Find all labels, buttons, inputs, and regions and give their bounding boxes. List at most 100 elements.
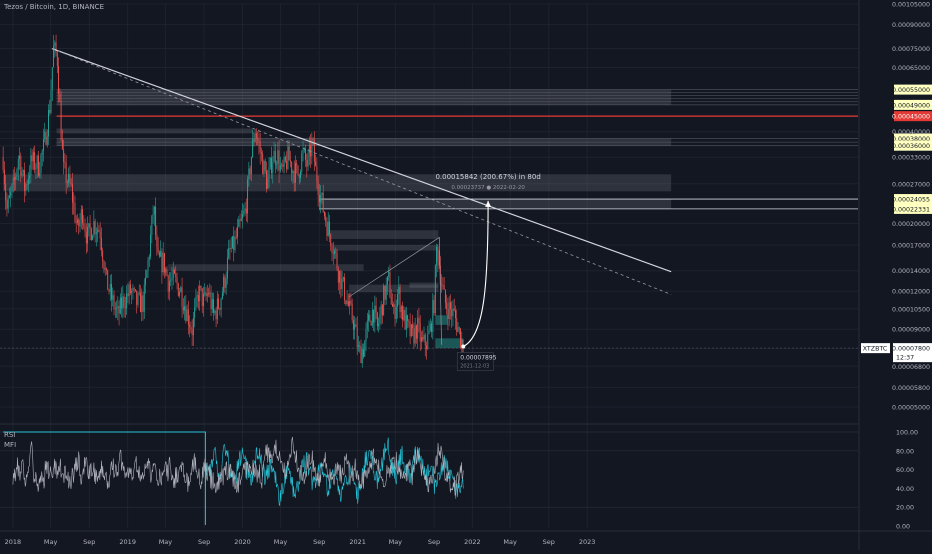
- candle: [427, 325, 429, 351]
- candle-body: [140, 292, 141, 313]
- candle-body: [358, 345, 359, 347]
- curve-arrow-head: [485, 200, 492, 207]
- candle: [44, 122, 46, 143]
- candle-body: [378, 323, 380, 327]
- candle-body: [345, 300, 347, 304]
- candle-body: [349, 300, 351, 306]
- candle-body: [170, 280, 172, 282]
- time-tick-label: May: [159, 538, 173, 546]
- candle: [132, 284, 134, 300]
- candle-body: [253, 139, 255, 142]
- candle: [194, 297, 196, 328]
- candle: [141, 288, 143, 322]
- time-tick-label: May: [389, 538, 403, 546]
- candle-body: [360, 346, 362, 364]
- candle-body: [457, 327, 459, 332]
- candle: [370, 320, 372, 326]
- candle: [31, 149, 33, 170]
- candle: [37, 151, 39, 178]
- projection-target-date: 0.00023737 ● 2022-02-20: [451, 185, 525, 191]
- candle: [151, 215, 153, 244]
- candle-body: [301, 153, 303, 172]
- candle-body: [108, 289, 110, 292]
- candle: [354, 316, 356, 340]
- candle-body: [166, 268, 168, 276]
- candle: [205, 287, 207, 301]
- candle: [325, 212, 327, 227]
- candle-body: [234, 236, 236, 251]
- candle: [87, 216, 89, 252]
- candle: [413, 322, 415, 349]
- candle: [443, 276, 445, 290]
- candle-body: [399, 286, 401, 312]
- gray-zone: [319, 198, 672, 210]
- candle: [113, 290, 115, 316]
- candle: [219, 307, 221, 316]
- candle-body: [213, 299, 215, 313]
- candle: [423, 326, 425, 343]
- candle-body: [458, 327, 460, 329]
- candle-body: [260, 152, 262, 154]
- candle-body: [174, 269, 175, 274]
- candle: [200, 285, 202, 292]
- candle: [190, 321, 192, 334]
- symbol-tag-bg: [861, 343, 890, 354]
- candle: [50, 79, 52, 115]
- candle: [456, 309, 458, 336]
- candle: [150, 225, 152, 260]
- candle-body: [87, 226, 89, 244]
- candle: [92, 234, 94, 241]
- candle-body: [89, 223, 91, 229]
- candle-body: [461, 339, 463, 347]
- candle-body: [163, 253, 165, 273]
- candle: [160, 240, 162, 258]
- candle: [334, 248, 335, 259]
- candle-body: [53, 45, 54, 68]
- candle: [107, 269, 109, 290]
- candle: [453, 298, 455, 312]
- candle-body: [61, 139, 63, 150]
- zones: [0, 89, 858, 349]
- candle: [204, 283, 206, 297]
- candle: [394, 294, 396, 327]
- candle-body: [245, 208, 247, 214]
- candle: [12, 169, 14, 193]
- candle-body: [271, 157, 272, 174]
- low-label-date: 2021-12-03: [460, 363, 489, 369]
- candle: [415, 324, 417, 344]
- candle-body: [187, 309, 189, 325]
- candle: [360, 339, 362, 364]
- candle-body: [46, 136, 48, 145]
- candle-body: [323, 211, 325, 217]
- candle-body: [36, 155, 38, 168]
- candle: [447, 297, 449, 331]
- candle-body: [412, 324, 414, 329]
- candle: [61, 129, 63, 150]
- candle-body: [175, 273, 177, 278]
- candle: [264, 158, 266, 174]
- candle: [323, 211, 325, 220]
- candle: [381, 304, 383, 324]
- candle-body: [322, 192, 324, 212]
- candle-body: [282, 164, 284, 167]
- candle: [237, 218, 238, 245]
- candle: [358, 335, 359, 352]
- candle-body: [427, 334, 429, 349]
- rsi-label: RSI: [4, 431, 16, 439]
- gray-zone: [3, 174, 672, 192]
- candle: [123, 293, 125, 318]
- candle: [330, 233, 332, 252]
- candle-body: [153, 206, 155, 215]
- candle-body: [92, 235, 94, 241]
- candle: [433, 295, 435, 316]
- overbought-marker: [3, 431, 206, 525]
- candle-body: [80, 209, 82, 220]
- candle: [375, 297, 377, 320]
- candle: [11, 183, 13, 199]
- candle: [26, 180, 28, 190]
- candle-body: [229, 247, 231, 249]
- candle: [17, 155, 19, 182]
- candle: [318, 184, 320, 211]
